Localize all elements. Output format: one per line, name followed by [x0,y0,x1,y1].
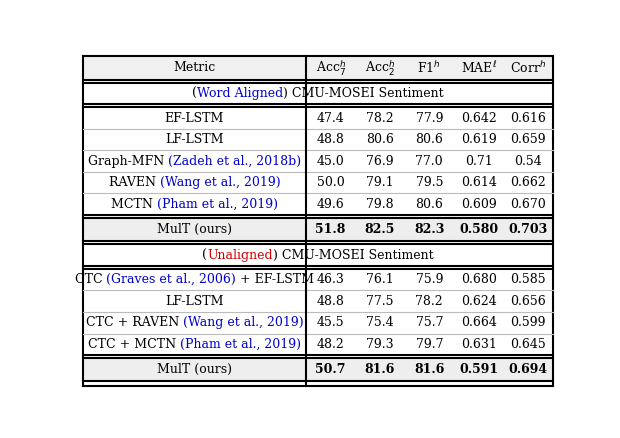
Text: Corr$^h$: Corr$^h$ [510,60,546,76]
Text: (Pham et al., 2019): (Pham et al., 2019) [157,198,278,211]
Text: EF-LSTM: EF-LSTM [165,112,224,124]
Text: 77.5: 77.5 [366,295,394,308]
Text: Unaligned: Unaligned [207,249,273,261]
Text: 82.3: 82.3 [414,223,445,236]
Text: 75.7: 75.7 [415,316,443,329]
Text: 0.54: 0.54 [514,155,542,168]
Text: Word Aligned: Word Aligned [197,87,283,100]
Text: 48.8: 48.8 [317,133,345,146]
Text: 79.1: 79.1 [366,176,394,189]
Text: Acc$_2^h$: Acc$_2^h$ [365,58,395,78]
Text: 47.4: 47.4 [317,112,345,124]
Text: 77.9: 77.9 [415,112,443,124]
Text: + EF-LSTM: + EF-LSTM [236,273,314,286]
Text: 45.5: 45.5 [317,316,345,329]
Text: 79.5: 79.5 [415,176,443,189]
Text: 76.9: 76.9 [366,155,394,168]
Text: 0.642: 0.642 [461,112,497,124]
Text: 75.9: 75.9 [415,273,443,286]
Text: ) CMU-MOSEI Sentiment: ) CMU-MOSEI Sentiment [283,87,444,100]
Text: 0.591: 0.591 [459,363,498,376]
Text: (Graves et al., 2006): (Graves et al., 2006) [107,273,236,286]
Text: Graph-MFN: Graph-MFN [88,155,168,168]
Text: CTC + MCTN: CTC + MCTN [88,338,180,351]
Text: 51.8: 51.8 [316,223,346,236]
Text: Metric: Metric [174,61,216,74]
Text: 45.0: 45.0 [317,155,345,168]
Text: 80.6: 80.6 [366,133,394,146]
Text: 0.662: 0.662 [510,176,546,189]
Text: 0.659: 0.659 [510,133,546,146]
Text: MAE$^{\ell}$: MAE$^{\ell}$ [461,60,497,76]
Text: 0.703: 0.703 [508,223,547,236]
Text: 79.8: 79.8 [366,198,394,211]
Text: 0.609: 0.609 [461,198,497,211]
Text: 79.7: 79.7 [415,338,443,351]
Bar [83,244,552,266]
Text: (: ( [202,249,207,261]
Text: RAVEN: RAVEN [108,176,160,189]
Bar [83,57,552,80]
Text: 0.670: 0.670 [510,198,546,211]
Text: 0.664: 0.664 [461,316,497,329]
Text: CTC: CTC [75,273,107,286]
Text: 46.3: 46.3 [317,273,345,286]
Text: 77.0: 77.0 [415,155,443,168]
Text: 49.6: 49.6 [317,198,345,211]
Text: (Pham et al., 2019): (Pham et al., 2019) [180,338,301,351]
Text: MCTN: MCTN [111,198,157,211]
Text: 78.2: 78.2 [366,112,394,124]
Text: 48.2: 48.2 [317,338,345,351]
Text: 78.2: 78.2 [415,295,443,308]
Text: 0.585: 0.585 [510,273,546,286]
Text: 0.599: 0.599 [510,316,546,329]
Text: (Zadeh et al., 2018b): (Zadeh et al., 2018b) [168,155,301,168]
Text: MulT (ours): MulT (ours) [157,223,232,236]
Text: 80.6: 80.6 [415,198,443,211]
Text: 50.7: 50.7 [316,363,346,376]
Text: ) CMU-MOSEI Sentiment: ) CMU-MOSEI Sentiment [273,249,433,261]
Text: 0.614: 0.614 [461,176,497,189]
Text: Acc$_7^h$: Acc$_7^h$ [316,58,346,78]
Text: F1$^h$: F1$^h$ [417,60,441,76]
Text: 76.1: 76.1 [366,273,394,286]
Text: 50.0: 50.0 [317,176,345,189]
Text: 0.680: 0.680 [461,273,497,286]
Bar [83,269,552,355]
Text: 81.6: 81.6 [414,363,445,376]
Text: 80.6: 80.6 [415,133,443,146]
Bar [83,107,552,215]
Text: 0.694: 0.694 [508,363,547,376]
Text: 82.5: 82.5 [365,223,395,236]
Text: 79.3: 79.3 [366,338,394,351]
Text: LF-LSTM: LF-LSTM [165,295,224,308]
Text: 0.71: 0.71 [465,155,492,168]
Text: 0.656: 0.656 [510,295,546,308]
Bar [83,218,552,241]
Text: (Wang et al., 2019): (Wang et al., 2019) [183,316,303,329]
Text: 75.4: 75.4 [366,316,394,329]
Text: LF-LSTM: LF-LSTM [165,133,224,146]
Text: 0.624: 0.624 [461,295,497,308]
Text: 0.631: 0.631 [461,338,497,351]
Bar [83,83,552,104]
Text: 0.616: 0.616 [510,112,546,124]
Text: 48.8: 48.8 [317,295,345,308]
Text: 0.619: 0.619 [461,133,497,146]
Text: CTC + RAVEN: CTC + RAVEN [86,316,183,329]
Text: (Wang et al., 2019): (Wang et al., 2019) [160,176,280,189]
Text: (: ( [192,87,197,100]
Text: 81.6: 81.6 [365,363,395,376]
Text: 0.580: 0.580 [459,223,498,236]
Text: MulT (ours): MulT (ours) [157,363,232,376]
Text: 0.645: 0.645 [510,338,546,351]
Bar [83,358,552,381]
